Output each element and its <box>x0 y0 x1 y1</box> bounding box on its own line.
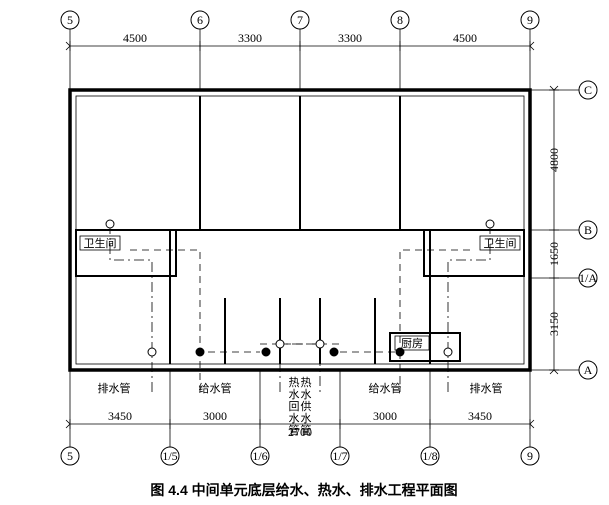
grid-bubble <box>579 81 597 99</box>
grid-bubble <box>331 447 349 465</box>
grid-bubble <box>579 221 597 239</box>
grid-bubble <box>291 11 309 29</box>
riser-node <box>262 348 270 356</box>
pipe-label: 给水管 <box>369 381 402 395</box>
dim-top: 3300 <box>338 31 362 45</box>
room-label-box <box>80 236 120 250</box>
pipe-label: 水 <box>301 412 312 425</box>
grid-bubble <box>579 269 597 287</box>
riser-node <box>396 348 404 356</box>
dim-top: 3300 <box>238 31 262 45</box>
grid-bubble <box>61 11 79 29</box>
pipe-label: 供 <box>301 399 312 413</box>
grid-bubble <box>579 361 597 379</box>
dim-bottom: 3450 <box>108 409 132 423</box>
pipe-label: 水 <box>301 388 312 401</box>
dim-top: 4500 <box>453 31 477 45</box>
grid-bubble <box>391 11 409 29</box>
figure-caption: 图 4.4 中间单元底层给水、热水、排水工程平面图 <box>150 482 457 498</box>
pipe-label: 排水管 <box>98 381 131 395</box>
pipe-label: 回 <box>289 400 300 413</box>
dim-bottom: 3000 <box>203 409 227 423</box>
pipe-label: 水 <box>289 388 300 401</box>
riser-node <box>148 348 156 356</box>
dim-top: 4500 <box>123 31 147 45</box>
pipe-label: 管 <box>289 423 300 437</box>
grid-bubble <box>251 447 269 465</box>
pipe-label: 排水管 <box>470 381 503 395</box>
supply-pipe <box>200 352 400 392</box>
grid-bubble <box>161 447 179 465</box>
grid-bubble <box>61 447 79 465</box>
pipe-label: 热 <box>289 376 300 389</box>
hot-pipe <box>280 344 320 392</box>
riser-node <box>106 220 114 228</box>
supply-pipe <box>130 250 200 352</box>
grid-bubble <box>421 447 439 465</box>
pipe-label: 管 <box>301 423 312 437</box>
riser-node <box>316 340 324 348</box>
grid-bubble <box>521 11 539 29</box>
riser-node <box>196 348 204 356</box>
dim-bottom: 3000 <box>373 409 397 423</box>
riser-node <box>444 348 452 356</box>
pipe-label: 热 <box>301 376 312 389</box>
pipe-label: 水 <box>289 412 300 425</box>
pipe-label: 给水管 <box>199 381 232 395</box>
grid-bubble <box>521 447 539 465</box>
riser-node <box>276 340 284 348</box>
dim-bottom: 3450 <box>468 409 492 423</box>
dim-bottom: 2700 <box>288 425 312 439</box>
grid-bubble <box>191 11 209 29</box>
room-label-box <box>480 236 520 250</box>
riser-node <box>486 220 494 228</box>
riser-node <box>330 348 338 356</box>
